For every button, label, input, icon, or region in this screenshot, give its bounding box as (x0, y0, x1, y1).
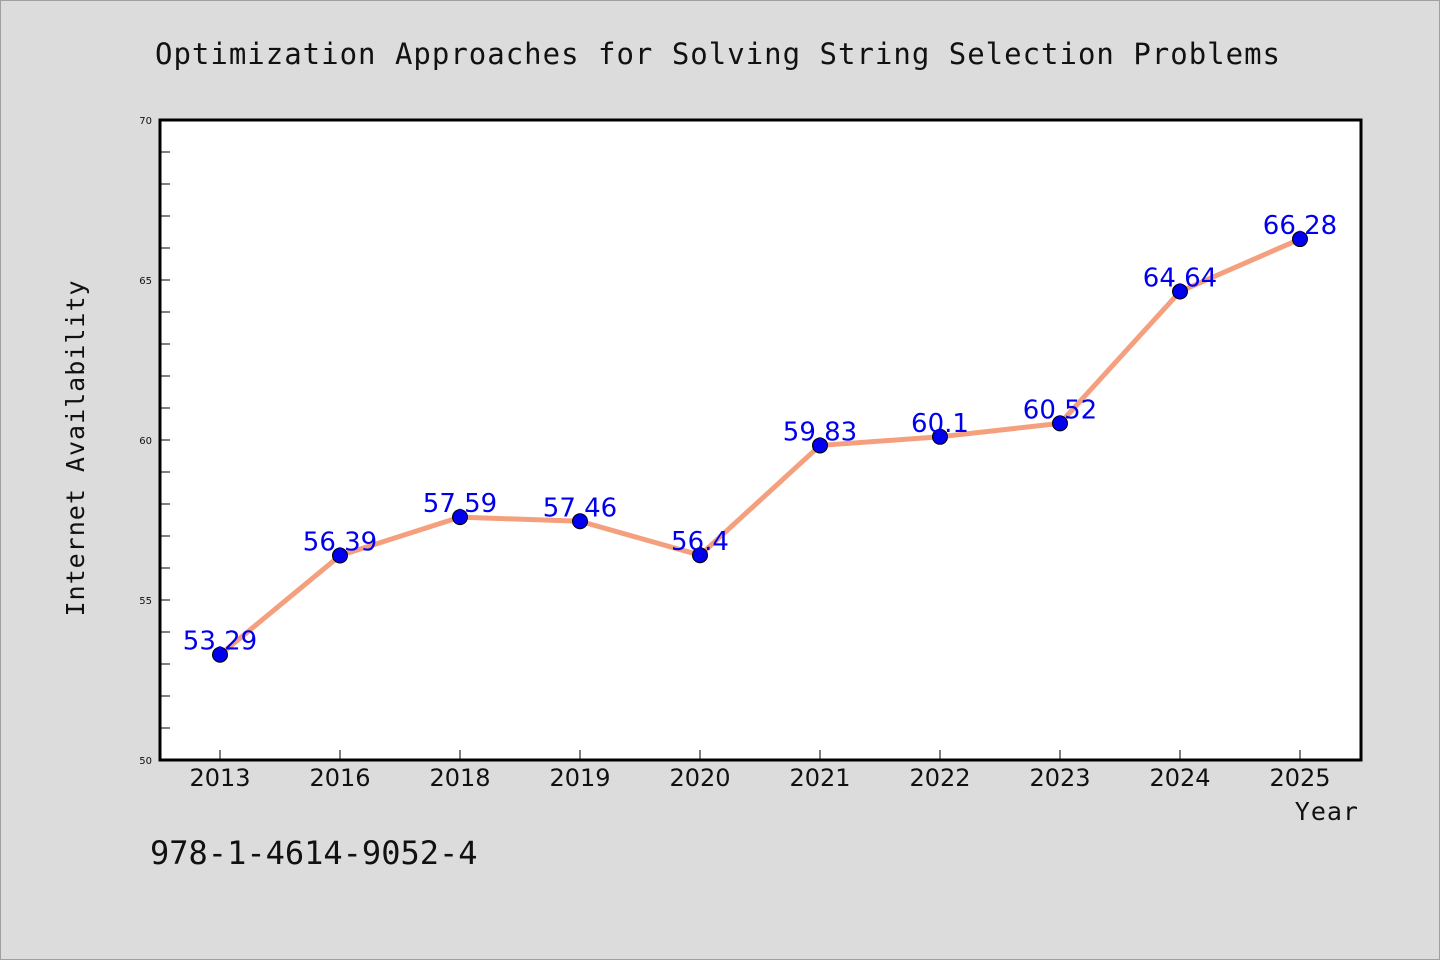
data-label: 57.46 (543, 493, 617, 523)
x-tick-label: 2016 (309, 764, 370, 792)
data-point (212, 646, 228, 663)
x-tick-label: 2018 (429, 764, 490, 792)
data-point (1172, 283, 1188, 300)
data-label: 60.1 (911, 409, 969, 439)
y-tick-label: 60 (139, 436, 152, 447)
y-tick-label: 70 (139, 116, 152, 127)
series-group (212, 231, 1308, 663)
x-tick-label: 2020 (669, 764, 730, 792)
x-tick-label: 2025 (1269, 764, 1330, 792)
data-label: 60.52 (1023, 395, 1097, 425)
y-axis-label: Internet Availability (61, 279, 90, 616)
data-label: 57.59 (423, 489, 497, 519)
data-point (812, 437, 828, 454)
data-label: 56.4 (671, 527, 729, 557)
data-labels: 53.29 56.39 57.59 57.46 56.4 59.83 60.1 60.52 64… (183, 211, 1337, 657)
data-point (332, 547, 348, 564)
data-label: 56.39 (303, 528, 377, 558)
data-label: 59.83 (783, 417, 857, 447)
x-tick-label: 2022 (909, 764, 970, 792)
x-tick-label: 2024 (1149, 764, 1210, 792)
isbn-annotation: 978-1-4614-9052-4 (150, 834, 478, 872)
series-line (217, 236, 1303, 658)
plot-area (158, 118, 1363, 762)
y-axis: 50 55 60 65 70 (139, 116, 170, 767)
data-label: 66.28 (1263, 211, 1337, 241)
data-point (932, 428, 948, 445)
data-label: 64.64 (1143, 264, 1217, 294)
data-point (692, 547, 708, 564)
x-tick-label: 2013 (189, 764, 250, 792)
x-tick-label: 2021 (789, 764, 850, 792)
x-tick-label: 2019 (549, 764, 610, 792)
y-tick-label: 65 (139, 276, 152, 287)
x-axis-label: Year (1295, 797, 1359, 826)
y-tick-label: 55 (139, 596, 152, 607)
data-point (1292, 231, 1308, 248)
chart-title: Optimization Approaches for Solving Stri… (155, 37, 1281, 71)
data-point (572, 513, 588, 530)
y-tick-label: 50 (139, 756, 152, 767)
data-point (452, 509, 468, 526)
data-point (1052, 415, 1068, 432)
data-label: 53.29 (183, 627, 257, 657)
x-tick-label: 2023 (1029, 764, 1090, 792)
x-axis: 2013 2016 2018 2019 2020 2021 2022 2023 2024 2025 (189, 750, 1331, 792)
